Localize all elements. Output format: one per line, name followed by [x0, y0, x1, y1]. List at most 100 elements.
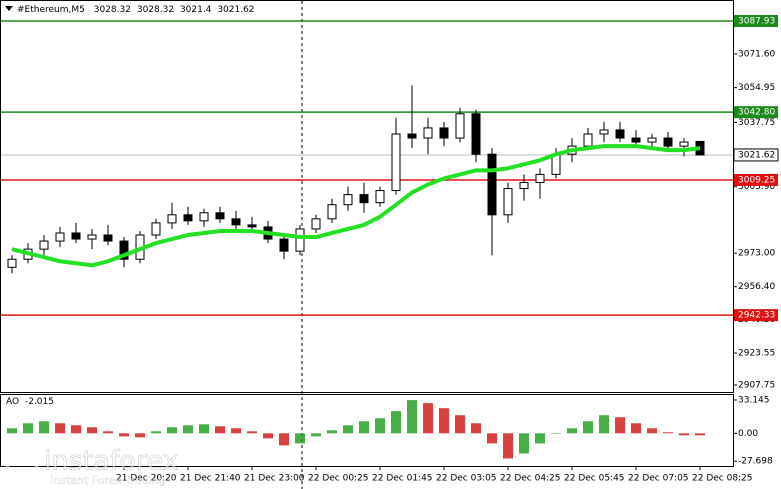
candle-body: [279, 238, 289, 252]
y-tick-label: 2956.40: [738, 282, 775, 292]
last-low: 3021.4: [180, 5, 212, 15]
level-label: 2942.33: [738, 311, 775, 321]
ao-bar: [295, 433, 305, 444]
x-tick-label: 22 Dec 04:25: [500, 474, 561, 484]
current-price-label: 3021.62: [738, 150, 775, 160]
candle-body: [199, 212, 209, 222]
candle-body: [439, 127, 449, 139]
ao-bar: [439, 408, 449, 434]
ao-header: AO -2.015: [6, 397, 54, 407]
candle-body: [247, 224, 257, 228]
ao-bar: [183, 425, 193, 434]
candle-body: [391, 133, 401, 192]
ao-bar: [423, 403, 433, 434]
candle-body: [7, 258, 17, 268]
candle-body: [55, 232, 65, 242]
y-tick-label: 2973.00: [738, 249, 775, 259]
candle-body: [503, 188, 513, 216]
candle-body: [167, 214, 177, 224]
watermark-logo: [5, 446, 39, 480]
candle-body: [487, 153, 497, 216]
ao-bar: [327, 430, 337, 434]
ao-bar: [135, 433, 145, 438]
candle-body: [599, 129, 609, 135]
ao-bar: [663, 432, 673, 434]
candle-body: [215, 212, 225, 220]
ao-frame: [0, 394, 734, 467]
y-tick-label: 2923.55: [738, 349, 775, 359]
x-tick-label: 21 Dec 21:40: [180, 474, 241, 484]
x-tick-label: 22 Dec 01:45: [372, 474, 433, 484]
last-close: 3021.62: [217, 5, 254, 15]
candle-body: [311, 218, 321, 230]
ao-bar: [535, 433, 545, 444]
ao-bar: [407, 400, 417, 434]
level-tag: [734, 15, 778, 28]
x-tick-label: 22 Dec 05:45: [564, 474, 625, 484]
x-tick-label: 21 Dec 20:20: [116, 474, 177, 484]
ao-bar: [167, 427, 177, 434]
candle-body: [71, 232, 81, 240]
candle-body: [343, 194, 353, 206]
ao-bar: [599, 415, 609, 434]
level-tag: [734, 173, 778, 186]
y-tick-label: 3071.60: [738, 49, 775, 59]
ao-bar: [551, 433, 561, 434]
ao-bar: [311, 433, 321, 437]
ao-bar: [679, 433, 689, 436]
candle-body: [583, 133, 593, 147]
level-label: 3087.93: [738, 17, 775, 27]
ao-bar: [215, 426, 225, 434]
ao-bar: [631, 423, 641, 434]
candle-body: [615, 129, 625, 139]
candle-body: [375, 190, 385, 204]
ao-tick-label: 33.145: [738, 395, 770, 405]
candle-body: [39, 240, 49, 250]
ao-bar: [343, 425, 353, 434]
candle-body: [679, 141, 689, 147]
y-tick-label: 2907.75: [738, 380, 775, 390]
symbol: #Ethereum,M5: [17, 5, 85, 15]
x-tick-label: 22 Dec 00:25: [308, 474, 369, 484]
candle-body: [183, 214, 193, 222]
candle-body: [103, 234, 113, 242]
ao-bar: [519, 433, 529, 454]
candle-body: [663, 137, 673, 147]
ao-bar: [119, 433, 129, 437]
candle-body: [535, 173, 545, 183]
ao-bar: [583, 421, 593, 434]
ao-bar: [247, 431, 257, 434]
ao-bar: [87, 427, 97, 434]
candle-body: [407, 133, 417, 139]
ao-bar: [103, 431, 113, 434]
ao-bar: [23, 423, 33, 434]
ao-bar: [7, 428, 17, 434]
candle-body: [519, 181, 529, 190]
level-tag: [734, 106, 778, 119]
watermark-tagline: Instant Forex Trading: [50, 474, 166, 487]
ao-bar: [455, 415, 465, 434]
ao-tick-label: 0.00: [738, 429, 758, 439]
current-price-tag: [733, 148, 779, 162]
candle-body: [631, 137, 641, 143]
candle-body: [295, 228, 305, 252]
ao-bar: [487, 433, 497, 444]
ao-bar: [359, 421, 369, 434]
ao-name: AO: [6, 397, 19, 407]
ao-bar: [567, 428, 577, 434]
last-high: 3028.32: [137, 5, 174, 15]
candle-body: [231, 218, 241, 226]
watermark: instaforex Instant Forex Trading: [5, 445, 179, 487]
ao-bar: [615, 417, 625, 434]
y-tick-label: 3005.90: [738, 182, 775, 192]
ao-bar: [39, 421, 49, 434]
y-tick-label: 3054.95: [738, 83, 775, 93]
ao-bar: [279, 433, 289, 446]
ao-bar: [151, 431, 161, 434]
candle-body: [87, 234, 97, 240]
ao-bar: [375, 418, 385, 434]
ao-bar: [263, 433, 273, 439]
ao-bar: [231, 428, 241, 434]
ao-bar: [471, 423, 481, 434]
